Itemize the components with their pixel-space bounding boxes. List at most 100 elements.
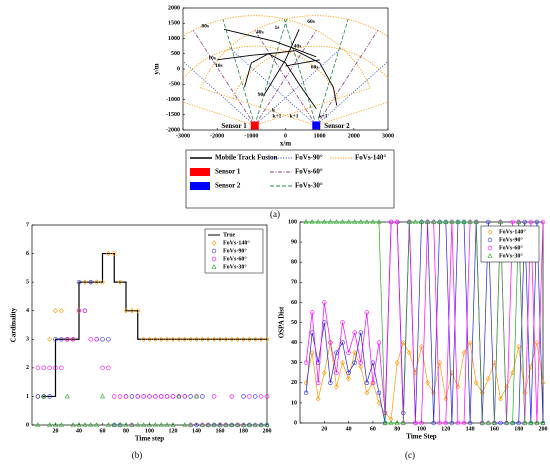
x-tick-label: 60 <box>100 428 106 434</box>
point <box>358 360 363 365</box>
series-line <box>306 221 543 424</box>
point <box>467 339 473 346</box>
point <box>528 219 534 225</box>
point <box>364 380 370 385</box>
point <box>35 394 41 399</box>
point <box>316 380 321 385</box>
point <box>193 393 200 399</box>
point <box>88 422 94 427</box>
series-line <box>305 341 544 420</box>
point <box>246 336 252 342</box>
x-tick-label: 160 <box>216 428 225 434</box>
legend-label: FoVs-90° <box>223 247 247 254</box>
point <box>64 336 70 342</box>
point <box>47 394 52 399</box>
y-tick-label: 60 <box>291 300 297 306</box>
point <box>111 250 117 257</box>
fov-edge <box>254 30 317 126</box>
point <box>135 422 141 427</box>
point <box>437 219 443 224</box>
point <box>199 336 205 342</box>
point <box>106 365 111 371</box>
point <box>217 422 223 427</box>
point <box>425 380 430 386</box>
legend-label: FoVs-140° <box>223 239 250 246</box>
point <box>340 219 346 224</box>
y-tick-label: 1000 <box>168 36 180 42</box>
point <box>400 339 406 346</box>
legend-label: FoVs-90° <box>499 236 523 243</box>
point <box>58 422 64 427</box>
point <box>35 365 41 371</box>
point <box>188 336 194 342</box>
point <box>100 337 105 342</box>
point <box>461 350 467 356</box>
point <box>229 336 235 342</box>
legend-label: Sensor 2 <box>215 182 241 190</box>
point <box>321 370 327 376</box>
point <box>376 219 382 224</box>
legend-label: FoVs-60° <box>223 255 247 262</box>
legend-marker <box>487 237 493 243</box>
point <box>322 300 327 305</box>
point <box>59 365 64 371</box>
fov-edge <box>183 101 255 126</box>
point <box>88 337 93 342</box>
point <box>194 336 199 342</box>
point <box>498 396 503 402</box>
x-tick-label: -1000 <box>244 133 258 139</box>
point <box>321 219 327 224</box>
point <box>129 308 135 314</box>
point <box>141 394 146 399</box>
point <box>41 393 47 399</box>
point <box>152 336 158 342</box>
point <box>364 390 370 396</box>
legend-swatch <box>190 168 210 176</box>
point <box>303 219 309 224</box>
point <box>334 384 339 390</box>
annotation: 60s <box>311 65 319 71</box>
x-axis-label: Time step <box>135 435 164 443</box>
point <box>485 420 491 425</box>
point <box>431 219 437 224</box>
point <box>170 394 176 399</box>
fov-edge <box>192 30 256 126</box>
y-tick-label: 70 <box>291 280 297 286</box>
x-tick-label: 160 <box>490 426 499 432</box>
point <box>229 394 234 399</box>
point <box>147 394 152 399</box>
point <box>76 422 82 427</box>
point <box>53 337 58 342</box>
point <box>516 343 522 350</box>
point <box>235 336 241 342</box>
point <box>241 394 246 399</box>
sensor-label: Sensor 1 <box>221 122 247 130</box>
point <box>340 320 345 325</box>
point <box>400 420 406 425</box>
point <box>100 279 105 285</box>
point <box>235 422 241 427</box>
point <box>443 396 449 402</box>
point <box>388 420 394 425</box>
point <box>117 394 123 399</box>
point <box>327 219 333 224</box>
point <box>53 308 58 314</box>
y-tick-label: 20 <box>291 380 297 386</box>
point <box>182 336 188 342</box>
point <box>94 337 99 342</box>
legend-label: FoVs-140° <box>355 154 386 162</box>
point <box>522 420 528 425</box>
sensor <box>250 121 259 130</box>
point <box>510 219 515 225</box>
point <box>258 394 264 399</box>
legend-label: Sensor 1 <box>215 168 241 176</box>
point <box>252 422 258 427</box>
x-axis-label: x/m <box>280 140 291 148</box>
x-tick-label: 200 <box>539 426 548 432</box>
point <box>394 420 400 425</box>
point <box>129 422 135 427</box>
x-tick-label: 80 <box>394 426 400 432</box>
annotation: 10s <box>215 63 223 69</box>
point <box>376 340 382 345</box>
